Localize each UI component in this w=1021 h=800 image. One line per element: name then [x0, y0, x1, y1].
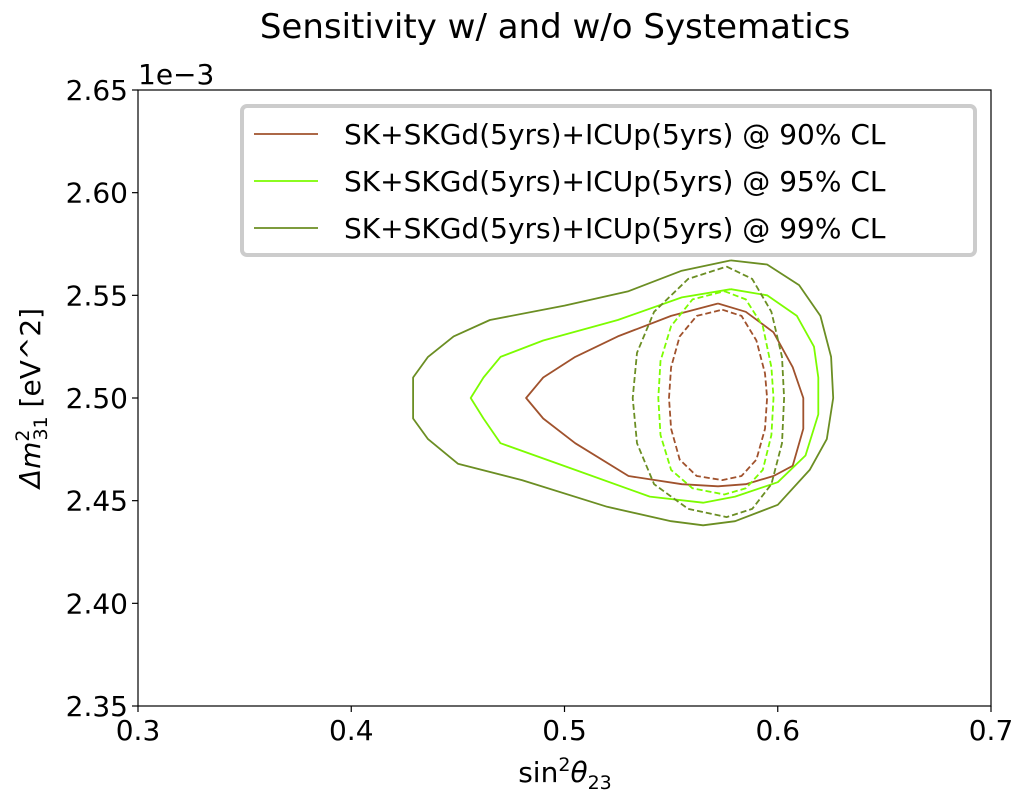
legend-label: SK+SKGd(5yrs)+ICUp(5yrs) @ 95% CL: [344, 165, 886, 198]
y-tick-label: 2.40: [66, 587, 128, 620]
contour-dashed-3: [668, 308, 768, 482]
y-tick-label: 2.50: [66, 382, 128, 415]
x-tick-label: 0.4: [329, 714, 374, 747]
y-tick-label: 2.45: [66, 485, 128, 518]
contour-solid-0: [525, 302, 805, 488]
legend-label: SK+SKGd(5yrs)+ICUp(5yrs) @ 99% CL: [344, 212, 886, 245]
y-tick-label: 2.65: [66, 74, 128, 107]
y-tick-label: 2.60: [66, 177, 128, 210]
contour-dashed-5: [631, 265, 785, 518]
x-axis-label-base: sin: [518, 756, 558, 789]
x-axis: 0.3 0.4 0.5 0.6 0.7: [116, 706, 1014, 747]
x-tick-label: 0.5: [542, 714, 587, 747]
y-axis-label: Δm231 [eV^2]: [12, 308, 52, 490]
contour-solid-1: [469, 288, 820, 504]
x-axis-label-sup: 2: [558, 754, 570, 776]
y-tick-label: 2.35: [66, 690, 128, 723]
legend-box: [240, 104, 977, 257]
legend-label: SK+SKGd(5yrs)+ICUp(5yrs) @ 90% CL: [344, 118, 886, 151]
y-offset-label: 1e−3: [138, 58, 214, 91]
y-tick-label: 2.55: [66, 279, 128, 312]
x-axis-label: sin2θ23: [518, 754, 612, 794]
y-axis-label-sup: 2: [12, 430, 34, 442]
y-axis-label-sub: 31: [30, 416, 52, 440]
x-axis-label-symbol: θ: [570, 756, 587, 789]
x-tick-label: 0.7: [969, 714, 1014, 747]
legend-entries: SK+SKGd(5yrs)+ICUp(5yrs) @ 90% CL SK+SKGd…: [254, 118, 886, 245]
chart-title: Sensitivity w/ and w/o Systematics: [260, 7, 850, 47]
contour-solid-2: [412, 259, 835, 527]
y-axis-label-unit: [eV^2]: [14, 308, 47, 416]
y-axis-label-symbol: Δm: [14, 442, 47, 490]
contour-dashed-4: [657, 290, 775, 496]
x-tick-label: 0.3: [116, 714, 161, 747]
x-axis-label-sub: 23: [588, 772, 612, 794]
x-tick-label: 0.6: [755, 714, 800, 747]
legend: SK+SKGd(5yrs)+ICUp(5yrs) @ 90% CL SK+SKGd…: [240, 104, 977, 257]
series-layer: [412, 259, 835, 527]
y-axis: 2.35 2.40 2.45 2.50 2.55 2.60 2.65: [66, 74, 138, 723]
